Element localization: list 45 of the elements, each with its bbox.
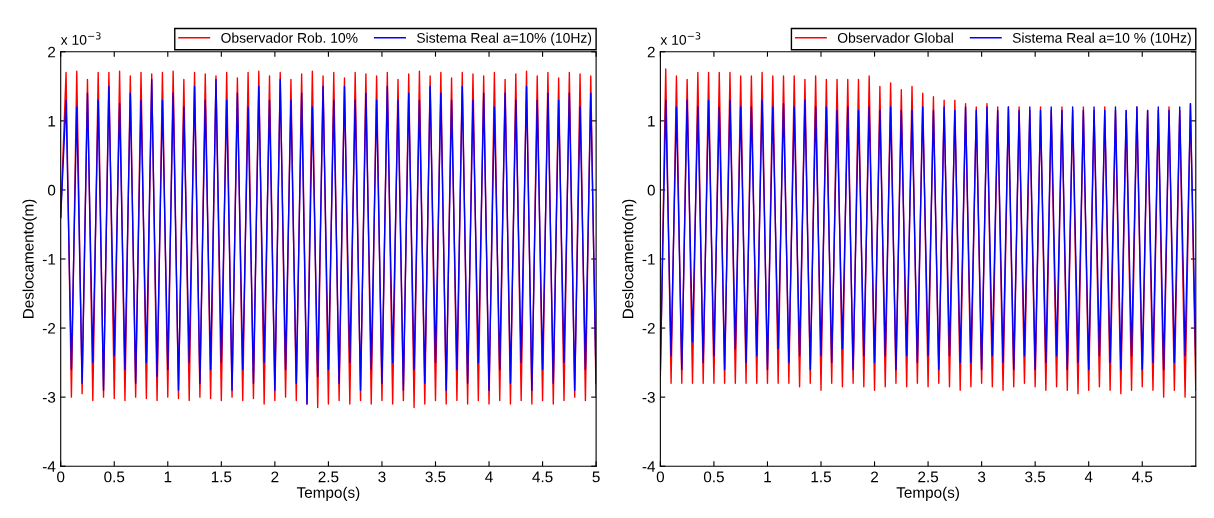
- legend-label: Observador Rob. 10%: [221, 32, 358, 43]
- y-tick-label: -1: [42, 254, 56, 265]
- y-tick-label: 1: [48, 115, 56, 127]
- x-tick-label: 0: [57, 471, 65, 483]
- x-tick-label: 4: [485, 471, 493, 483]
- x-tick-label: 3: [977, 471, 986, 483]
- y-tick-label: -4: [42, 461, 56, 472]
- y-tick-label: 1: [648, 115, 655, 127]
- x-tick-label: 1.5: [211, 471, 232, 483]
- x-tick-label: 5: [592, 471, 600, 483]
- y-axis-title: Deslocamento(m): [22, 199, 37, 319]
- x-tick-label: 1: [164, 471, 172, 483]
- y-axis-title: Deslocamento(m): [622, 199, 637, 319]
- legend-label: Observador Global: [837, 32, 953, 43]
- text: x 10$^{−3}$: [660, 32, 701, 45]
- legend-label: Sistema Real a=10 % (10Hz): [1012, 32, 1191, 46]
- x-tick-label: 2.5: [318, 471, 339, 483]
- y-tick-label: 2: [48, 46, 56, 58]
- y-tick-label: -2: [42, 322, 56, 334]
- y-tick-label: 2: [647, 46, 655, 58]
- y-tick-label: 0: [47, 184, 56, 196]
- x-tick-label: 4.5: [1131, 471, 1153, 483]
- x-tick-label: 0.5: [703, 471, 724, 483]
- y-tick-label: -3: [642, 392, 655, 403]
- text: x 10$^{−3}$: [60, 32, 101, 45]
- legend-label: Sistema Real a=10% (10Hz): [416, 32, 592, 46]
- x-tick-label: 1: [764, 471, 771, 483]
- x-tick-label: 3.5: [425, 471, 446, 483]
- x-tick-label: 4.5: [532, 471, 553, 483]
- x-axis-title: Tempo(s): [896, 486, 959, 501]
- x-tick-label: 0.5: [104, 471, 125, 483]
- x-tick-label: 0: [656, 471, 665, 483]
- y-tick-label: 0: [647, 184, 655, 196]
- x-tick-label: 3: [378, 471, 386, 483]
- x-axis-title: Tempo(s): [296, 486, 360, 501]
- x-tick-label: 2: [871, 471, 879, 483]
- y-tick-label: -2: [642, 322, 655, 334]
- x-tick-label: 2: [271, 471, 279, 483]
- y-tick-label: -1: [642, 254, 655, 265]
- x-tick-label: 3.5: [1025, 471, 1046, 483]
- x-tick-label: 2.5: [918, 471, 939, 483]
- x-tick-label: 1.5: [811, 471, 831, 483]
- y-tick-label: -4: [642, 461, 656, 472]
- x-tick-label: 4: [1084, 471, 1093, 483]
- y-tick-label: -3: [42, 392, 56, 403]
